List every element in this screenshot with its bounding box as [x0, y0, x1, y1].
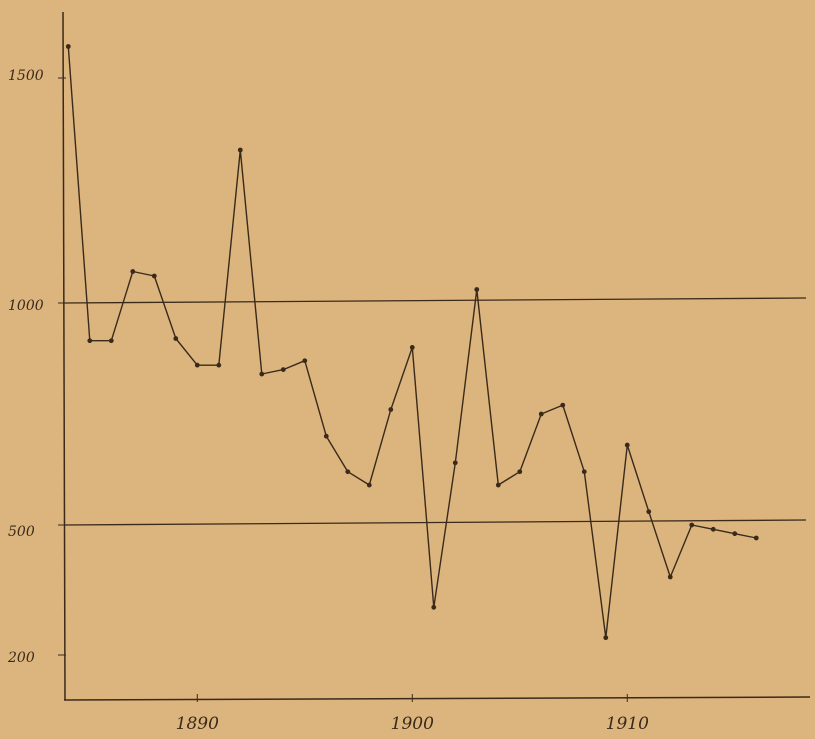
data-point	[280, 367, 286, 372]
data-point	[710, 526, 716, 532]
data-point	[689, 522, 695, 528]
data-point	[603, 635, 609, 641]
data-point	[173, 336, 179, 341]
y-tick-label: 1000	[8, 298, 44, 314]
data-point	[624, 442, 630, 448]
x-tick-label: 1890	[176, 714, 219, 734]
x-axis	[63, 696, 811, 701]
data-point	[302, 358, 308, 364]
data-point	[431, 604, 437, 610]
data-points	[65, 44, 759, 641]
x-tick-label: 1910	[606, 714, 649, 734]
data-point	[646, 509, 652, 515]
tick-labels: 1890 1900 1910 1500 1000 500 200	[7, 68, 649, 734]
data-point	[216, 362, 222, 368]
data-point	[495, 482, 501, 488]
data-point	[108, 338, 114, 344]
data-point	[65, 44, 71, 49]
data-point	[388, 407, 394, 412]
data-point	[753, 535, 759, 541]
data-point	[366, 482, 372, 488]
reference-line-500	[63, 519, 807, 526]
data-point	[538, 411, 544, 417]
data-point	[517, 469, 523, 475]
data-point	[151, 273, 157, 279]
series-line	[67, 46, 757, 639]
data-point	[667, 574, 673, 580]
data-point	[452, 460, 458, 466]
x-tick-label: 1900	[391, 714, 434, 734]
reference-line-1000	[63, 297, 807, 304]
data-point	[237, 147, 243, 153]
data-point	[409, 345, 415, 350]
reference-lines	[63, 297, 807, 526]
data-point	[323, 433, 329, 439]
y-tick-label: 200	[7, 650, 35, 666]
data-point	[194, 362, 200, 368]
data-point	[87, 338, 93, 344]
y-tick-label: 1500	[8, 68, 44, 84]
data-point	[474, 287, 480, 292]
data-point	[130, 269, 136, 274]
y-axis	[62, 11, 66, 701]
data-point	[581, 469, 587, 475]
tick-marks	[58, 77, 628, 702]
chart-axes	[62, 11, 811, 701]
y-tick-label: 500	[8, 524, 35, 540]
data-point	[345, 469, 351, 475]
data-point	[732, 531, 738, 537]
data-point	[259, 371, 265, 377]
data-point	[560, 402, 566, 408]
